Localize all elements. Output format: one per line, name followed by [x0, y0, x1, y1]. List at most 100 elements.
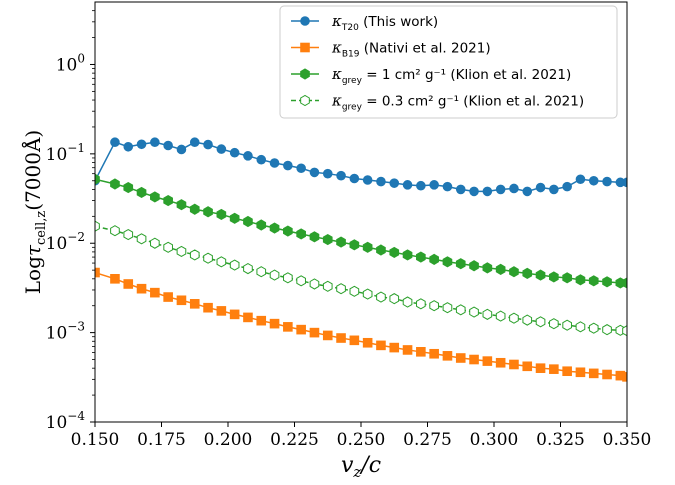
legend-entry: κgrey = 1 cm² g⁻¹ (Klion et al. 2021)	[291, 65, 571, 86]
data-point	[150, 191, 160, 203]
data-point	[150, 137, 160, 148]
data-point	[362, 175, 373, 185]
data-point	[455, 304, 466, 316]
data-point	[442, 302, 453, 314]
data-point	[136, 283, 147, 294]
data-point	[163, 241, 173, 253]
y-axis: 10−4 10−3 10−2 10−1 100	[46, 10, 95, 433]
data-point	[283, 272, 293, 284]
data-point	[402, 249, 413, 261]
data-point	[243, 215, 253, 228]
data-point	[229, 259, 240, 271]
data-point	[216, 256, 227, 268]
data-point	[495, 263, 506, 275]
legend-marker	[300, 94, 310, 107]
data-point	[322, 168, 333, 179]
data-point	[309, 231, 320, 243]
data-point	[535, 269, 546, 281]
data-point	[110, 274, 120, 284]
legend-label: κB19 (Nativi et al. 2021)	[331, 39, 491, 60]
data-point	[549, 271, 559, 283]
data-point	[622, 177, 627, 188]
x-tick-label: 0.300	[470, 430, 519, 450]
data-point	[269, 158, 280, 168]
data-point	[322, 233, 333, 246]
data-point	[509, 312, 519, 324]
data-point	[189, 299, 200, 309]
data-point	[549, 318, 559, 330]
legend-marker	[300, 16, 310, 26]
data-point	[203, 252, 213, 264]
data-point	[229, 309, 240, 320]
y-tick-label: 100	[56, 51, 85, 75]
data-point	[509, 183, 519, 194]
data-point	[176, 245, 187, 257]
data-point	[269, 318, 280, 329]
x-axis: 0.150 0.175 0.200 0.225 0.250 0.275 0.300 0.325…	[71, 422, 651, 450]
data-point	[469, 306, 479, 318]
data-point	[256, 266, 267, 278]
data-point	[283, 160, 293, 171]
data-point	[322, 330, 333, 341]
data-point	[588, 322, 599, 334]
data-point	[535, 182, 546, 193]
data-point	[136, 139, 147, 150]
data-point	[509, 359, 519, 370]
data-point	[402, 345, 413, 355]
series-line	[95, 141, 627, 193]
data-point	[482, 186, 493, 197]
legend-box	[279, 5, 618, 119]
data-point	[575, 274, 586, 286]
data-point	[203, 206, 213, 218]
data-point	[535, 363, 546, 373]
series-2	[95, 267, 627, 382]
data-point	[429, 253, 439, 265]
data-point	[296, 275, 306, 287]
data-point	[602, 276, 612, 288]
data-point	[123, 229, 134, 241]
data-point	[389, 342, 400, 353]
data-point	[256, 154, 267, 165]
x-tick-label: 0.200	[204, 430, 253, 450]
data-point	[588, 368, 599, 379]
data-point	[216, 144, 227, 154]
data-point	[495, 184, 506, 195]
data-point	[336, 283, 346, 295]
legend: κT20 (This work) κB19 (Nativi et al. 2021…	[279, 5, 618, 119]
data-point	[575, 367, 586, 378]
data-point	[150, 287, 160, 298]
data-point	[522, 361, 533, 372]
x-axis-label: vz/c	[341, 453, 381, 481]
data-point	[622, 277, 627, 289]
data-point	[455, 184, 466, 195]
y-tick-label: 10−3	[46, 320, 85, 344]
data-point	[110, 137, 120, 148]
legend-marker	[300, 68, 310, 80]
series-4	[95, 220, 627, 337]
data-point	[535, 316, 546, 328]
data-point	[376, 340, 386, 351]
data-point	[482, 308, 493, 320]
data-point	[455, 353, 466, 363]
data-point	[163, 292, 173, 302]
data-point	[562, 319, 572, 331]
x-tick-label: 0.275	[403, 430, 452, 450]
data-point	[429, 348, 439, 359]
data-point	[469, 186, 479, 197]
series-line	[95, 225, 627, 332]
data-point	[309, 167, 320, 178]
y-tick-label: 10−1	[46, 141, 85, 165]
data-point	[95, 220, 100, 232]
data-point	[296, 163, 306, 174]
x-tick-label: 0.175	[137, 430, 186, 450]
series-1	[95, 137, 627, 197]
data-point	[269, 222, 280, 234]
data-point	[349, 335, 360, 346]
data-point	[482, 262, 493, 274]
data-point	[216, 306, 227, 316]
data-point	[562, 272, 572, 284]
data-point	[243, 151, 253, 161]
data-point	[562, 366, 572, 377]
data-point	[176, 295, 187, 306]
